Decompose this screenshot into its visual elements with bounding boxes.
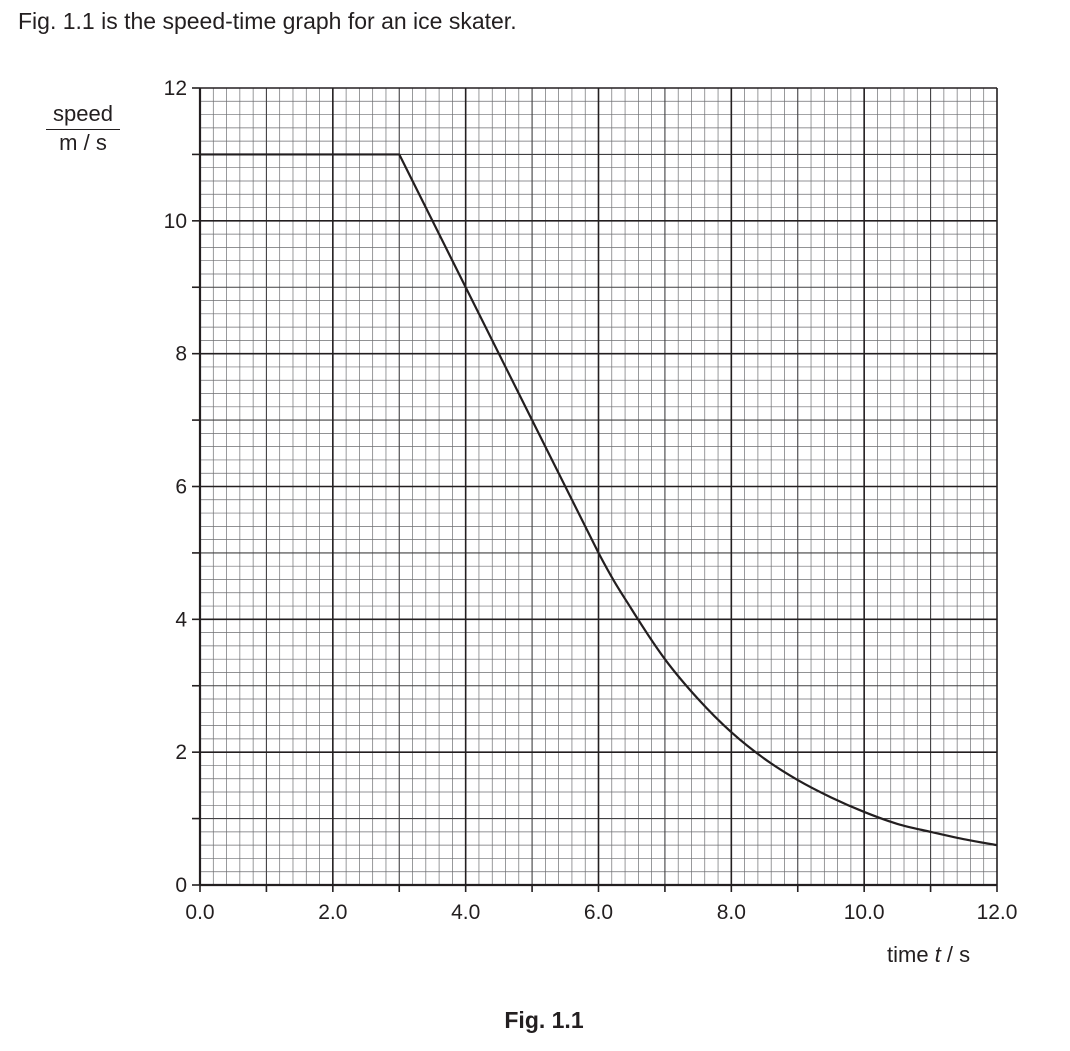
y-tick-label: 4 [175,608,187,631]
major-gridlines [199,87,998,886]
speed-time-graph: 0.0 2.0 4.0 6.0 8.0 10.0 12.0 0 2 4 6 8 10 12 [164,77,1018,924]
x-tick-label: 10.0 [844,901,885,924]
y-axis-label-quantity: speed [53,101,113,126]
intro-text: Fig. 1.1 is the speed-time graph for an … [18,8,517,34]
x-axis-label-unit: / s [940,942,971,967]
figure-caption: Fig. 1.1 [504,1007,584,1033]
y-tick-label: 2 [175,741,187,764]
x-tick-label: 0.0 [185,901,214,924]
y-axis-label-unit: m / s [59,130,107,155]
x-tick-label: 12.0 [977,901,1018,924]
x-tick-labels: 0.0 2.0 4.0 6.0 8.0 10.0 12.0 [185,901,1017,924]
x-tick-label: 4.0 [451,901,480,924]
tick-marks [192,87,998,892]
y-tick-label: 6 [175,476,187,499]
speed-time-line [200,153,998,847]
x-axis-label-symbol: t [934,942,941,967]
x-axis-label-quantity: time [887,942,935,967]
y-tick-label: 10 [164,210,187,233]
series-lines [200,153,998,847]
y-axis-label-fraction-bar [46,129,120,130]
x-tick-label: 2.0 [318,901,347,924]
y-tick-label: 8 [175,343,187,366]
x-tick-label: 8.0 [717,901,746,924]
x-tick-label: 6.0 [584,901,613,924]
y-tick-label: 12 [164,77,187,100]
y-tick-labels: 0 2 4 6 8 10 12 [164,77,188,897]
x-axis-label: time t / s [887,942,970,968]
y-tick-label: 0 [175,874,187,897]
y-axis-label: speed m / s [40,100,126,156]
